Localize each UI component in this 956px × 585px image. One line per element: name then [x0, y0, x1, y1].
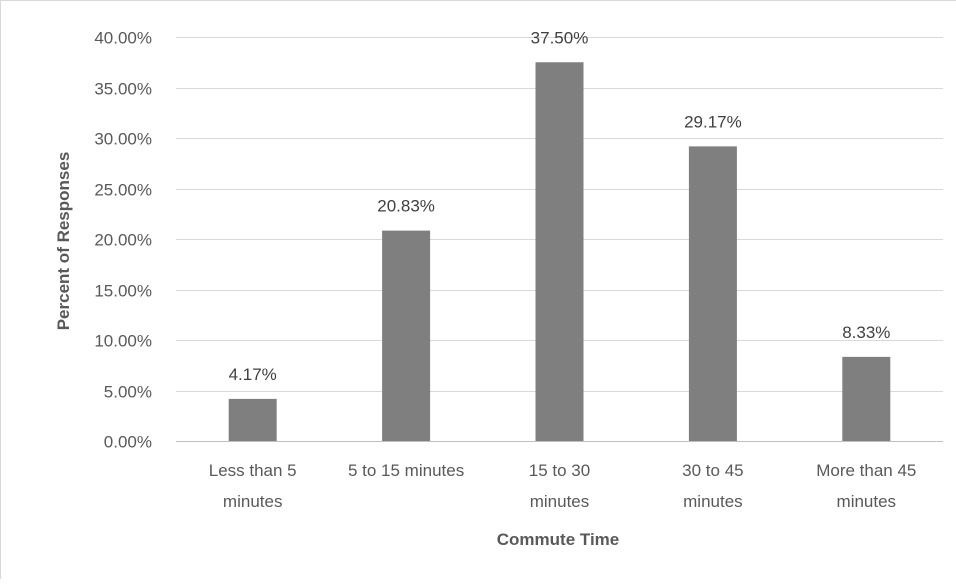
x-category-label: Less than 5 — [209, 461, 297, 480]
y-tick-label: 10.00% — [94, 332, 152, 351]
bar — [228, 398, 277, 441]
x-category-label: minutes — [837, 492, 897, 511]
x-axis-title: Commute Time — [497, 530, 620, 549]
x-category-label: minutes — [223, 492, 283, 511]
data-labels: 4.17% 20.83% 37.50% 29.17% 8.33% — [229, 28, 891, 384]
bar — [688, 146, 737, 441]
x-category-label: minutes — [683, 492, 743, 511]
y-axis-ticks: 0.00% 5.00% 10.00% 15.00% 20.00% 25.00% 30.00%… — [94, 29, 152, 452]
y-tick-label: 0.00% — [104, 433, 152, 452]
data-label: 8.33% — [842, 323, 890, 342]
bar — [535, 62, 584, 441]
x-category-label: minutes — [530, 492, 590, 511]
y-tick-label: 35.00% — [94, 80, 152, 99]
data-label: 4.17% — [229, 365, 277, 384]
y-tick-label: 25.00% — [94, 181, 152, 200]
y-tick-label: 5.00% — [104, 383, 152, 402]
x-category-label: 15 to 30 — [529, 461, 590, 480]
y-tick-label: 40.00% — [94, 29, 152, 48]
data-label: 37.50% — [531, 28, 589, 47]
x-category-label: 5 to 15 minutes — [348, 461, 464, 480]
bar — [842, 356, 891, 441]
data-label: 29.17% — [684, 112, 742, 131]
y-tick-label: 15.00% — [94, 282, 152, 301]
bars — [228, 62, 891, 441]
y-axis-title: Percent of Responses — [54, 152, 73, 331]
y-tick-label: 30.00% — [94, 130, 152, 149]
x-category-label: More than 45 — [816, 461, 916, 480]
x-category-label: 30 to 45 — [682, 461, 743, 480]
x-axis-categories: Less than 5 minutes 5 to 15 minutes 15 to 3… — [209, 461, 917, 511]
bar — [382, 230, 431, 441]
data-label: 20.83% — [377, 197, 435, 216]
y-tick-label: 20.00% — [94, 231, 152, 250]
